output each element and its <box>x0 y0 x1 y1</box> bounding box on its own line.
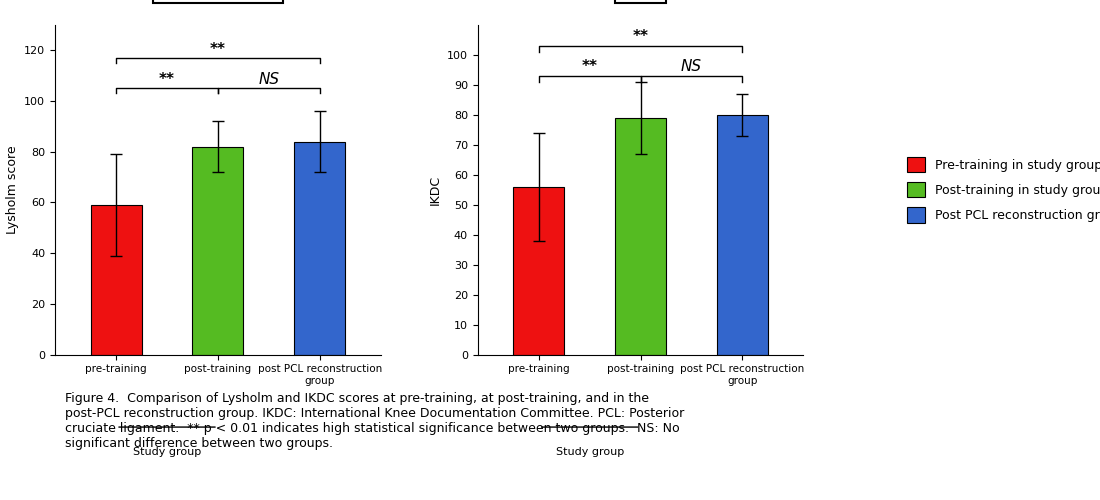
Text: NS: NS <box>681 60 702 74</box>
Bar <box>615 118 666 354</box>
Text: NS: NS <box>258 72 279 87</box>
Bar <box>295 142 345 354</box>
Y-axis label: Lysholm score: Lysholm score <box>6 146 19 234</box>
Text: Study group: Study group <box>556 447 624 457</box>
Y-axis label: IKDC: IKDC <box>428 174 441 205</box>
Bar <box>717 115 768 354</box>
Text: Study group: Study group <box>133 447 201 457</box>
Text: Figure 4.  Comparison of Lysholm and IKDC scores at pre-training, at post-traini: Figure 4. Comparison of Lysholm and IKDC… <box>65 392 684 450</box>
Bar <box>514 187 564 354</box>
Text: **: ** <box>210 42 225 56</box>
Text: **: ** <box>160 72 175 87</box>
Text: **: ** <box>582 60 597 74</box>
Text: **: ** <box>632 30 649 44</box>
Bar <box>192 146 243 354</box>
Bar <box>90 205 142 354</box>
Legend: Pre-training in study group, Post-training in study group, Post PCL reconstructi: Pre-training in study group, Post-traini… <box>906 157 1100 222</box>
